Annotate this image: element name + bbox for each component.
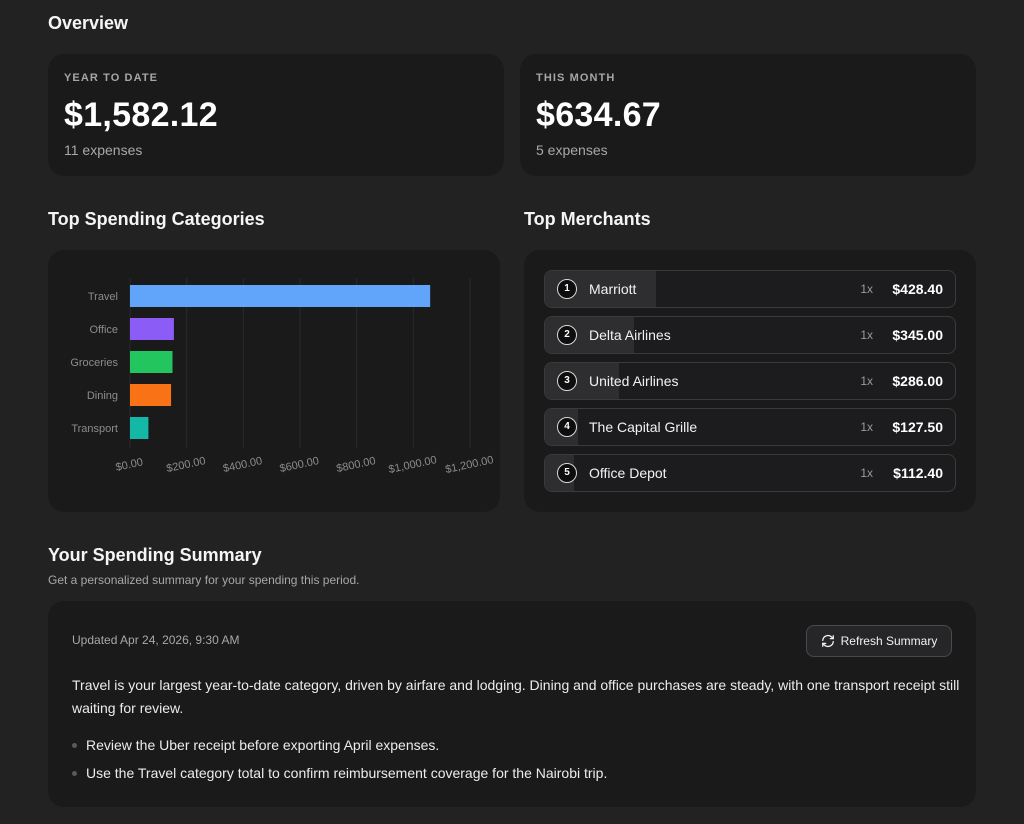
merchant-rank: 5: [557, 463, 577, 483]
year-to-date-count: 11 expenses: [64, 142, 143, 158]
spending-summary-subtitle: Get a personalized summary for your spen…: [48, 573, 360, 587]
bullet-dot: [72, 743, 77, 748]
chart-tick-label: $200.00: [165, 455, 206, 475]
merchant-amount: $127.50: [892, 419, 943, 435]
merchants-card: 1 Marriott 1x $428.40 2 Delta Airlines 1…: [524, 250, 976, 512]
this-month-count: 5 expenses: [536, 142, 608, 158]
summary-updated-timestamp: Updated Apr 24, 2026, 9:30 AM: [72, 633, 240, 647]
chart-category-label: Transport: [71, 423, 118, 435]
spending-summary-heading: Your Spending Summary: [48, 545, 262, 565]
merchant-row: 4 The Capital Grille 1x $127.50: [544, 408, 956, 446]
merchant-count: 1x: [860, 374, 873, 388]
merchant-rank: 1: [557, 279, 577, 299]
chart-tick-label: $600.00: [279, 455, 320, 475]
year-to-date-label: YEAR TO DATE: [64, 72, 159, 84]
this-month-card: THIS MONTH $634.67 5 expenses: [520, 54, 976, 176]
chart-bar: [130, 285, 431, 307]
refresh-summary-label: Refresh Summary: [840, 634, 938, 648]
merchant-name: Delta Airlines: [589, 327, 671, 343]
merchant-row: 3 United Airlines 1x $286.00: [544, 362, 956, 400]
merchant-amount: $345.00: [892, 327, 943, 343]
merchant-name: United Airlines: [589, 373, 679, 389]
merchant-name: Marriott: [589, 281, 637, 297]
summary-body-text: Travel is your largest year-to-date cate…: [72, 677, 960, 716]
chart-tick-label: $800.00: [335, 455, 376, 475]
summary-bullet-text: Review the Uber receipt before exporting…: [86, 737, 440, 753]
top-categories-heading: Top Spending Categories: [48, 209, 265, 229]
categories-bar-chart: Travel Office Groceries Dining Transport $0.0…: [70, 278, 495, 476]
chart-category-label: Groceries: [70, 357, 118, 369]
chart-category-label: Travel: [88, 291, 118, 303]
chart-category-label: Dining: [87, 390, 118, 402]
merchant-amount: $112.40: [893, 465, 943, 481]
chart-tick-label: $0.00: [115, 456, 144, 473]
merchant-row: 2 Delta Airlines 1x $345.00: [544, 316, 956, 354]
chart-bar: [130, 417, 149, 439]
merchant-rank: 4: [557, 417, 577, 437]
merchant-amount: $428.40: [892, 281, 943, 297]
spending-summary-card: Updated Apr 24, 2026, 9:30 AM Refresh Su…: [48, 601, 976, 807]
this-month-label: THIS MONTH: [536, 72, 616, 84]
chart-bar: [130, 384, 172, 406]
merchant-name: Office Depot: [589, 465, 667, 481]
merchant-count: 1x: [860, 328, 873, 342]
chart-tick-label: $400.00: [222, 455, 263, 475]
year-to-date-amount: $1,582.12: [64, 96, 218, 134]
merchant-count: 1x: [860, 282, 873, 296]
merchant-row: 5 Office Depot 1x $112.40: [544, 454, 956, 492]
summary-bullet-text: Use the Travel category total to confirm…: [86, 765, 608, 781]
merchant-row: 1 Marriott 1x $428.40: [544, 270, 956, 308]
categories-chart-card: Travel Office Groceries Dining Transport $0.0…: [48, 250, 500, 512]
refresh-icon: [821, 634, 835, 648]
top-merchants-heading: Top Merchants: [524, 209, 651, 229]
merchant-count: 1x: [860, 420, 873, 434]
overview-heading: Overview: [48, 13, 129, 33]
chart-tick-label: $1,000.00: [388, 454, 438, 476]
merchant-rank: 3: [557, 371, 577, 391]
chart-bar: [130, 318, 174, 340]
bullet-dot: [72, 771, 77, 776]
merchant-count: 1x: [860, 466, 873, 480]
merchant-rank: 2: [557, 325, 577, 345]
chart-category-label: Office: [89, 324, 118, 336]
merchant-amount: $286.00: [892, 373, 943, 389]
chart-tick-label: $1,200.00: [444, 454, 494, 476]
this-month-amount: $634.67: [536, 96, 662, 134]
refresh-summary-button[interactable]: Refresh Summary: [806, 625, 952, 657]
merchant-name: The Capital Grille: [589, 419, 698, 435]
year-to-date-card: YEAR TO DATE $1,582.12 11 expenses: [48, 54, 504, 176]
chart-bar: [130, 351, 173, 373]
